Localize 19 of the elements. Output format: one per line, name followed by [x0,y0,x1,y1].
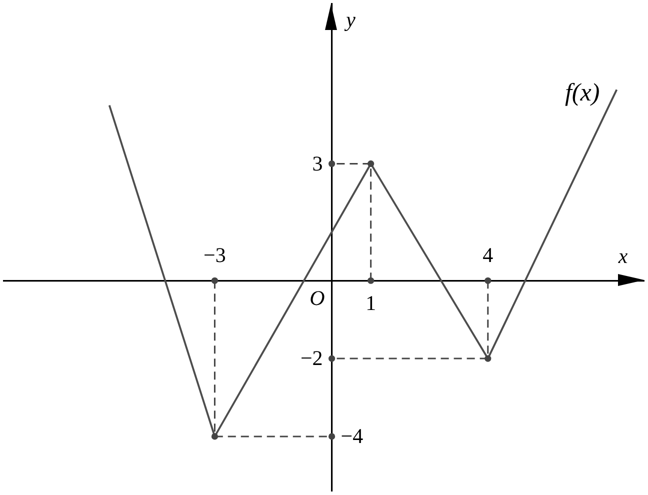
point [211,433,218,440]
point [484,355,492,362]
y-axis-title: y [344,8,356,32]
y-tick-label: 3 [312,151,323,176]
point [368,277,374,284]
x-axis-title: x [617,244,628,268]
point [484,277,492,284]
x-tick-label: 4 [482,243,494,268]
y-tick-label: −2 [300,346,323,370]
point [328,160,336,168]
x-tick-label: −3 [204,243,226,268]
point [368,160,374,168]
point [328,355,336,362]
point [211,277,218,284]
annotation: 1 [366,291,376,316]
point [328,433,336,440]
annotation: −4 [340,424,364,448]
annotation: O [310,286,325,310]
series-label: f(x) [564,79,600,106]
